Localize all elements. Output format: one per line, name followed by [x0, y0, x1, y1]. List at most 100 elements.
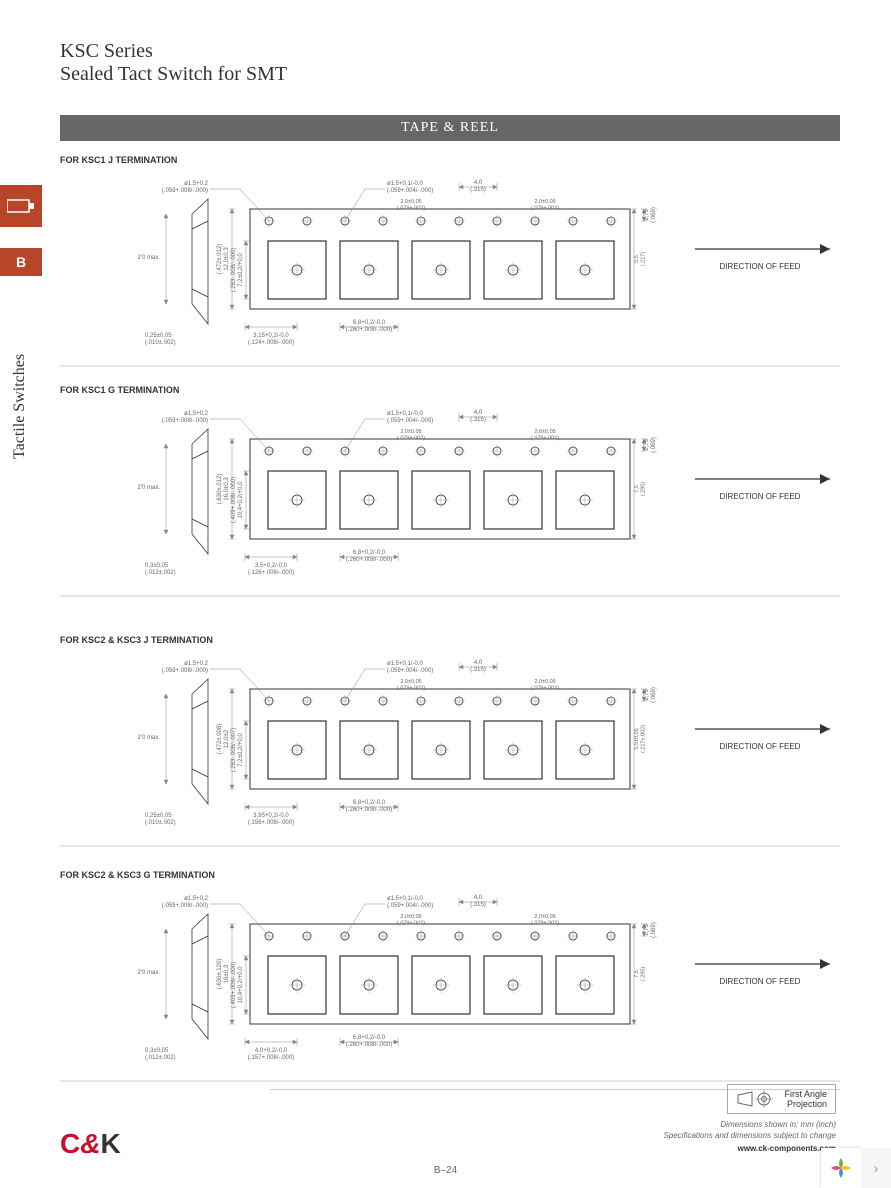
svg-text:6,8+0,2/-0,0: 6,8+0,2/-0,0	[353, 1035, 386, 1041]
side-profile	[192, 679, 208, 804]
svg-text:16,0±0,3: 16,0±0,3	[224, 477, 230, 501]
section-banner: TAPE & REEL	[60, 115, 840, 141]
feed-arrow: DIRECTION OF FEED	[695, 244, 830, 271]
svg-text:(.124+.008/-.000): (.124+.008/-.000)	[248, 340, 294, 346]
left-tab-icon	[0, 185, 42, 227]
tape-diagram-svg: 2'0 max.0,3±0,05(.012±.002) ø1,5+0,2(.05…	[60, 401, 840, 601]
diagram-svg-wrap: 2'0 max.0,25±0,05(.010±.002) ø1,5+0,2(.0…	[60, 171, 840, 341]
svg-text:5,5±0,05: 5,5±0,05	[634, 728, 640, 749]
footer-url: www.ck-components.com	[663, 1144, 836, 1153]
svg-text:(.283-.008/-.007): (.283-.008/-.007)	[231, 728, 237, 773]
svg-text:(.059+.008/-.000): (.059+.008/-.000)	[162, 903, 208, 909]
feed-text: DIRECTION OF FEED	[720, 492, 801, 501]
diagram-label: FOR KSC1 G TERMINATION	[60, 385, 840, 395]
svg-text:4,0: 4,0	[474, 660, 483, 666]
svg-text:0,25±0,05: 0,25±0,05	[145, 813, 172, 819]
svg-text:(.079±.002): (.079±.002)	[397, 921, 425, 927]
feed-text: DIRECTION OF FEED	[720, 262, 801, 271]
diagram-svg-wrap: 2'0 max.0,3±0,05(.012±.002) ø1,5+0,2(.05…	[60, 401, 840, 571]
svg-text:ø1,5+0,2: ø1,5+0,2	[184, 181, 209, 187]
tape-diagram-svg: 2'0 max.0,25±0,05(.010±.002) ø1,5+0,2(.0…	[60, 171, 840, 371]
svg-text:(.059+.008/-.000): (.059+.008/-.000)	[162, 188, 208, 194]
svg-text:(.059+.004/-.000): (.059+.004/-.000)	[387, 418, 433, 424]
svg-text:(.156+.008/-.000): (.156+.008/-.000)	[248, 820, 294, 826]
svg-text:2,0±0,05: 2,0±0,05	[400, 429, 421, 435]
feed-arrow: DIRECTION OF FEED	[695, 959, 830, 986]
svg-text:(.630±.120): (.630±.120)	[217, 959, 223, 990]
side-profile	[192, 914, 208, 1039]
svg-text:(.010±.002): (.010±.002)	[145, 340, 176, 346]
svg-text:(.295): (.295)	[641, 482, 647, 497]
svg-text:7,5: 7,5	[634, 970, 640, 978]
svg-text:12,0±2: 12,0±2	[224, 729, 230, 748]
svg-text:(.010±.002): (.010±.002)	[145, 820, 176, 826]
spec-note: Specifications and dimensions subject to…	[663, 1131, 836, 1140]
svg-text:4,0: 4,0	[474, 180, 483, 186]
vertical-section-label: Tactile Switches	[11, 354, 29, 459]
svg-text:(.079±.002): (.079±.002)	[397, 206, 425, 212]
projection-box: First Angle Projection	[727, 1084, 836, 1114]
diagram-label: FOR KSC2 & KSC3 J TERMINATION	[60, 635, 840, 645]
side-profile	[192, 429, 208, 554]
svg-text:(.126+.008/-.000): (.126+.008/-.000)	[248, 570, 294, 576]
svg-text:ø1,5+0,1/-0,0: ø1,5+0,1/-0,0	[387, 181, 424, 187]
svg-text:10,4+0,2/+0,0: 10,4+0,2/+0,0	[238, 966, 244, 1004]
svg-text:(.069): (.069)	[651, 922, 657, 938]
corner-next-button[interactable]: ›	[861, 1148, 891, 1188]
svg-text:ø1,5+0,1/-0,0: ø1,5+0,1/-0,0	[387, 896, 424, 902]
svg-text:(.315): (.315)	[470, 667, 486, 673]
svg-text:(.217±.002): (.217±.002)	[641, 725, 647, 753]
svg-text:(.315): (.315)	[470, 902, 486, 908]
svg-text:12,0±0,3: 12,0±0,3	[224, 247, 230, 271]
svg-text:3,5+0,2/-0,0: 3,5+0,2/-0,0	[255, 563, 288, 569]
svg-text:(.283-.008/-.000): (.283-.008/-.000)	[231, 248, 237, 293]
svg-text:(.157+.008/-.000): (.157+.008/-.000)	[248, 1055, 294, 1061]
page-number: B–24	[0, 1165, 891, 1176]
svg-text:4,0: 4,0	[474, 410, 483, 416]
svg-text:0,3±0,05: 0,3±0,05	[145, 1048, 169, 1054]
left-tab-letter: B	[0, 248, 42, 276]
svg-text:(.079±.002): (.079±.002)	[397, 436, 425, 442]
svg-text:1,75: 1,75	[644, 209, 650, 221]
svg-text:(.630±.012): (.630±.012)	[217, 474, 223, 505]
svg-text:2,0±0,05: 2,0±0,05	[534, 914, 555, 920]
svg-text:(.472±.012): (.472±.012)	[217, 244, 223, 275]
svg-text:6,8+0,2/-0,0: 6,8+0,2/-0,0	[353, 550, 386, 556]
svg-text:(.217): (.217)	[641, 252, 647, 267]
diagram-block-3: FOR KSC2 & KSC3 G TERMINATION 2'0 max.0,…	[60, 870, 840, 1056]
diagram-block-2: FOR KSC2 & KSC3 J TERMINATION 2'0 max.0,…	[60, 635, 840, 821]
svg-text:2'0 max.: 2'0 max.	[138, 970, 161, 976]
svg-text:2,0±0,05: 2,0±0,05	[534, 429, 555, 435]
svg-text:(.079±.002): (.079±.002)	[397, 686, 425, 692]
svg-text:(.079±.002): (.079±.002)	[531, 686, 559, 692]
svg-text:4,0: 4,0	[474, 895, 483, 901]
svg-text:2,0±0,05: 2,0±0,05	[534, 199, 555, 205]
projection-text: First Angle Projection	[784, 1089, 827, 1109]
diagram-svg-wrap: 2'0 max.0,3±0,05(.012±.002) ø1,5+0,2(.05…	[60, 886, 840, 1056]
svg-text:(.295): (.295)	[641, 967, 647, 982]
svg-text:(.059+.004/-.000): (.059+.004/-.000)	[387, 188, 433, 194]
svg-text:(.079±.002): (.079±.002)	[531, 921, 559, 927]
svg-text:2'0 max.: 2'0 max.	[138, 485, 161, 491]
svg-text:(.069): (.069)	[651, 207, 657, 223]
svg-text:3,95+0,2/-0,0: 3,95+0,2/-0,0	[253, 813, 289, 819]
corner-flower-icon[interactable]	[821, 1148, 861, 1188]
svg-text:6,8+0,2/-0,0: 6,8+0,2/-0,0	[353, 800, 386, 806]
svg-text:7,5: 7,5	[634, 485, 640, 493]
svg-text:7,2±0,2/+0,0: 7,2±0,2/+0,0	[238, 733, 244, 767]
svg-text:(.260+.008/-.000): (.260+.008/-.000)	[346, 807, 392, 813]
svg-text:2,0±0,05: 2,0±0,05	[400, 679, 421, 685]
logo-amp: &	[80, 1128, 100, 1159]
svg-text:2'0 max.: 2'0 max.	[138, 255, 161, 261]
side-profile	[192, 199, 208, 324]
logo-c: C	[60, 1128, 80, 1159]
svg-text:2,0±0,05: 2,0±0,05	[534, 679, 555, 685]
svg-text:7,2±0,2/+0,0: 7,2±0,2/+0,0	[238, 253, 244, 287]
page-header: KSC Series Sealed Tact Switch for SMT	[60, 40, 287, 86]
svg-text:(.260+.008/-.000): (.260+.008/-.000)	[346, 557, 392, 563]
dimension-note: Dimensions shown in: mm (inch)	[663, 1120, 836, 1129]
svg-text:(.315): (.315)	[470, 187, 486, 193]
svg-text:0,3±0,05: 0,3±0,05	[145, 563, 169, 569]
svg-text:4,0+0,2/-0,0: 4,0+0,2/-0,0	[255, 1048, 288, 1054]
svg-text:(.059+.008/-.000): (.059+.008/-.000)	[162, 418, 208, 424]
